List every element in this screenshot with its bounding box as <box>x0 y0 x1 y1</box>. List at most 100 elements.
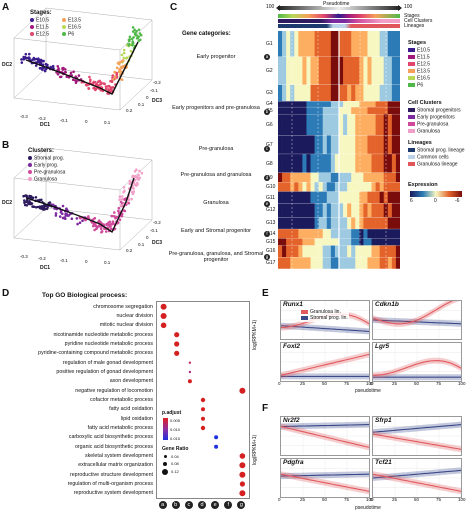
heatmap-cell <box>298 135 303 155</box>
legend-swatch <box>408 155 415 159</box>
panel-a-tick-dc3-3: 0.1 <box>138 102 145 107</box>
heatmap-cell <box>322 31 328 57</box>
padj-legend-title: p.adjust <box>162 410 182 416</box>
scatter-point <box>135 37 139 40</box>
gene-plot-title: Lgr5 <box>375 343 390 350</box>
panel-a-tick-dc3-0: -0.2 <box>153 80 161 85</box>
scatter-point <box>92 223 96 226</box>
heatmap-cell <box>318 101 324 108</box>
heatmap-cell <box>363 135 368 155</box>
scatter-point <box>118 195 122 198</box>
heatmap-cell <box>355 135 360 155</box>
heatmap-cell <box>278 84 283 102</box>
scatter-point <box>52 203 55 207</box>
scatter-point <box>20 58 23 61</box>
heatmap-cell <box>383 229 389 239</box>
scatter-point <box>110 80 114 84</box>
heatmap-cell <box>326 107 332 115</box>
heatmap-cell <box>371 135 376 155</box>
scatter-point <box>119 200 123 204</box>
scatter-point <box>118 218 122 221</box>
scatter-point <box>117 70 121 73</box>
go-term-label: reproductive structure development <box>69 471 153 478</box>
scatter-point <box>137 28 141 32</box>
heatmap-cell <box>339 154 344 173</box>
scatter-point <box>107 84 111 88</box>
heatmap-cell <box>290 101 295 108</box>
scatter-point <box>113 211 116 214</box>
heatmap-cell <box>278 154 283 173</box>
heatmap-cell <box>347 84 352 102</box>
ratio-tick-2: 0.12 <box>171 469 179 474</box>
annotation-lineages-bar <box>278 24 400 28</box>
heatmap-cell <box>375 172 380 183</box>
scatter-point <box>40 198 43 202</box>
heatmap-cell <box>367 114 372 136</box>
heatmap-cell <box>343 154 348 173</box>
heatmap-cell <box>387 172 393 183</box>
heatmap-cell <box>343 238 348 246</box>
legend-swatch <box>408 115 415 119</box>
panel-f-xlabel: pseudotime <box>355 505 381 511</box>
go-dot <box>239 453 246 459</box>
heatmap-cell <box>298 56 303 85</box>
heatmap-cell <box>310 135 315 155</box>
heatmap-cell <box>371 203 376 218</box>
heatmap-cell <box>318 114 324 136</box>
heatmap-cell <box>387 182 393 192</box>
heatmap-cell <box>282 203 287 218</box>
go-term-label: chromosome segregation <box>93 303 153 310</box>
heatmap-cell <box>387 245 393 258</box>
heatmap-cell <box>367 229 372 239</box>
gene-category-label: Granulosa <box>203 200 229 207</box>
heatmap-cell <box>383 84 389 102</box>
heatmap-cell <box>359 257 364 269</box>
heatmap-cell <box>326 101 332 108</box>
heatmap-cell <box>371 31 376 57</box>
legend-label: Stromal prog. lineage <box>417 147 465 154</box>
scatter-point <box>54 214 58 217</box>
scatter-point <box>99 227 103 231</box>
heatmap-cell <box>343 229 348 239</box>
go-column-label: a <box>158 501 167 509</box>
heatmap-cell <box>294 31 299 57</box>
heatmap-cell <box>334 229 340 239</box>
heatmap-cell <box>290 31 295 57</box>
gene-plot: Tcf21 <box>372 458 462 498</box>
panel-b-axis-dc2: DC2 <box>2 200 13 206</box>
heatmap-cell <box>379 154 385 173</box>
heatmap-cell <box>298 203 303 218</box>
go-dotplot-frame <box>156 301 250 499</box>
heatmap-cell <box>286 154 291 173</box>
scatter-point <box>43 69 47 73</box>
heatmap-cell <box>379 84 385 102</box>
heatmap-cell <box>278 172 283 183</box>
scatter-point <box>140 171 144 175</box>
heatmap-cell <box>286 114 291 136</box>
scatter-point <box>133 28 136 32</box>
heatmap-cell <box>367 107 372 115</box>
go-dot <box>201 407 205 412</box>
heatmap-cell <box>355 101 360 108</box>
gene-group-label: G8 <box>266 160 273 167</box>
heatmap-cell <box>347 114 352 136</box>
scatter-point <box>133 183 137 186</box>
scatter-point <box>105 222 108 226</box>
heatmap-cell <box>306 229 311 239</box>
scatter-point <box>113 70 116 74</box>
go-dot <box>188 370 192 374</box>
heatmap-cell <box>302 238 307 246</box>
scatter-point <box>136 181 139 185</box>
heatmap-cell <box>367 217 372 230</box>
scatter-point <box>59 75 63 79</box>
legend-item: Common cells <box>408 155 449 160</box>
expression-heatmap <box>278 31 401 270</box>
panel-a-legend: E10.5 E11.5 E12.5 E13.5 E16.5 P6 <box>30 18 110 42</box>
scatter-point <box>95 227 98 231</box>
heatmap-cell <box>355 203 360 218</box>
heatmap-cell <box>290 56 295 85</box>
legend-label: E12.5 <box>417 61 431 68</box>
heatmap-cell <box>306 101 311 108</box>
heatmap-cell <box>367 203 372 218</box>
granulosa-lineage-line <box>280 473 370 492</box>
